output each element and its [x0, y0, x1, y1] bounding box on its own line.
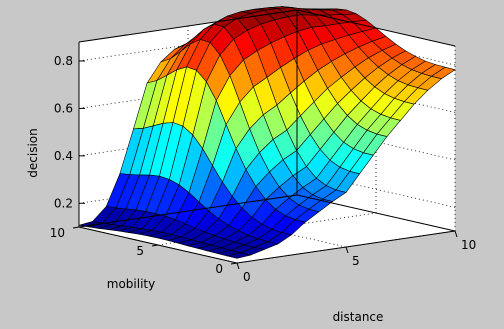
x-tick-mark: [454, 230, 458, 238]
tick-labels: 0 5 10 0 5 10 0.2 0.4 0.6 0.8: [50, 54, 477, 284]
grid-line-back-z: [78, 28, 298, 62]
x-tick-label: 0: [243, 270, 251, 284]
x-axis-label: distance: [333, 310, 384, 324]
z-tick-label: 0.8: [54, 54, 73, 68]
y-tick-label: 0: [215, 262, 223, 276]
x-tick-mark: [345, 246, 349, 254]
frame-edge-side-top: [296, 9, 456, 47]
x-tick-label: 10: [461, 238, 476, 252]
z-axis-label: decision: [26, 128, 40, 177]
y-axis-label: mobility: [107, 277, 155, 291]
z-tick-label: 0.6: [54, 101, 73, 115]
frame-edge-back-bottom: [78, 194, 298, 228]
frame-edge-back-top: [78, 9, 298, 43]
x-tick-label: 5: [352, 254, 360, 268]
grid-line-back-z: [78, 123, 298, 157]
y-tick-mark: [72, 226, 80, 229]
x-tick-mark: [236, 262, 240, 270]
y-tick-label: 5: [136, 244, 144, 258]
y-tick-label: 10: [50, 226, 65, 240]
grid-line-back-z: [78, 76, 298, 109]
z-tick-label: 0.2: [54, 196, 73, 210]
surface-mesh: [78, 6, 456, 259]
frame-edge-side-bottom: [296, 194, 456, 232]
surface-patch: [226, 252, 251, 259]
z-tick-label: 0.4: [54, 149, 73, 163]
y-tick-mark: [151, 244, 159, 247]
y-tick-mark: [230, 262, 238, 265]
